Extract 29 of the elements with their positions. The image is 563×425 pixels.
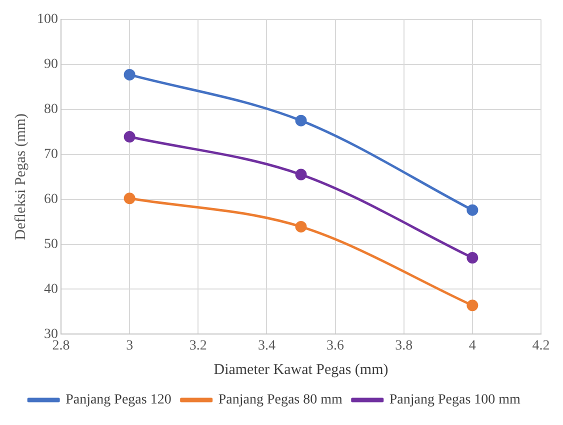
legend-label: Panjang Pegas 120: [66, 392, 172, 408]
legend-label: Panjang Pegas 100 mm: [389, 392, 521, 408]
x-tick-label: 3.8: [395, 338, 413, 354]
x-tick-label: 3.2: [189, 338, 207, 354]
x-tick-label: 3: [126, 338, 134, 354]
y-tick-label: 50: [44, 236, 58, 252]
y-axis-title: Defleksi Pegas (mm): [12, 113, 29, 240]
y-tick-label: 60: [44, 192, 58, 207]
point: [295, 114, 307, 126]
x-tick-label: 4: [468, 338, 476, 354]
x-tick-label: 4.2: [532, 338, 550, 354]
y-tick-label: 90: [44, 57, 58, 72]
point: [466, 204, 478, 216]
point: [124, 68, 136, 80]
x-axis-title: Diameter Kawat Pegas (mm): [214, 362, 388, 378]
point: [124, 192, 136, 204]
x-tick-label: 2.8: [52, 338, 70, 354]
point: [124, 131, 136, 143]
y-tick-label: 100: [37, 12, 58, 28]
y-tick-label: 40: [44, 282, 58, 297]
x-tick-label: 3.6: [326, 338, 344, 354]
point: [466, 300, 478, 312]
legend-label: Panjang Pegas 80 mm: [218, 392, 342, 408]
point: [295, 168, 307, 180]
x-tick-label: 3.4: [258, 338, 276, 354]
point: [466, 252, 478, 264]
y-tick-label: 70: [44, 146, 58, 162]
y-tick-label: 80: [44, 102, 58, 118]
point: [295, 220, 307, 232]
